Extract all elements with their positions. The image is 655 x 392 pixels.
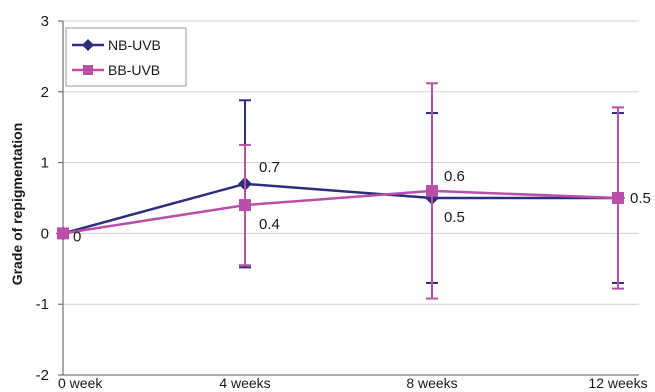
series-group bbox=[56, 82, 625, 300]
legend-label: BB-UVB bbox=[108, 62, 160, 78]
x-tick-label: 4 weeks bbox=[219, 375, 270, 391]
x-tick-label: 8 weeks bbox=[406, 375, 457, 391]
y-tick-label: -2 bbox=[36, 367, 49, 384]
data-label: 0 bbox=[73, 228, 81, 245]
series-line bbox=[62, 189, 619, 235]
series-nb-uvb bbox=[56, 99, 625, 284]
data-labels: 0 0.7 0.4 0.6 0.5 0.5 bbox=[73, 159, 651, 246]
y-tick-label: 1 bbox=[41, 155, 49, 172]
x-tick-label: 12 weeks bbox=[588, 375, 647, 391]
data-label: 0.5 bbox=[630, 190, 651, 207]
data-point bbox=[612, 192, 624, 204]
x-tick-labels: 0 week 4 weeks 8 weeks 12 weeks bbox=[58, 375, 648, 391]
legend-marker bbox=[83, 65, 93, 75]
data-label: 0.4 bbox=[259, 216, 280, 233]
legend-marker bbox=[82, 39, 94, 51]
data-point bbox=[426, 184, 438, 197]
y-tick-labels: -2 -1 0 1 2 3 bbox=[36, 13, 49, 384]
y-tick-label: 3 bbox=[41, 13, 49, 30]
axes bbox=[58, 20, 639, 376]
legend: NB-UVB BB-UVB bbox=[65, 27, 187, 87]
legend-label: NB-UVB bbox=[108, 37, 161, 53]
data-point bbox=[239, 199, 251, 212]
data-label: 0.5 bbox=[444, 209, 465, 226]
y-tick-label: 2 bbox=[41, 84, 49, 101]
data-point bbox=[57, 227, 69, 240]
data-label: 0.7 bbox=[259, 159, 280, 176]
legend-box bbox=[65, 27, 187, 87]
y-axis-label: Grade of repigmentation bbox=[9, 123, 25, 286]
x-tick-label: 0 week bbox=[58, 375, 103, 391]
y-tick-label: -1 bbox=[36, 296, 49, 313]
y-tick-label: 0 bbox=[41, 225, 49, 242]
series-line bbox=[62, 182, 618, 235]
series-bb-uvb bbox=[57, 82, 624, 300]
gridlines bbox=[63, 20, 639, 305]
data-label: 0.6 bbox=[444, 168, 465, 185]
